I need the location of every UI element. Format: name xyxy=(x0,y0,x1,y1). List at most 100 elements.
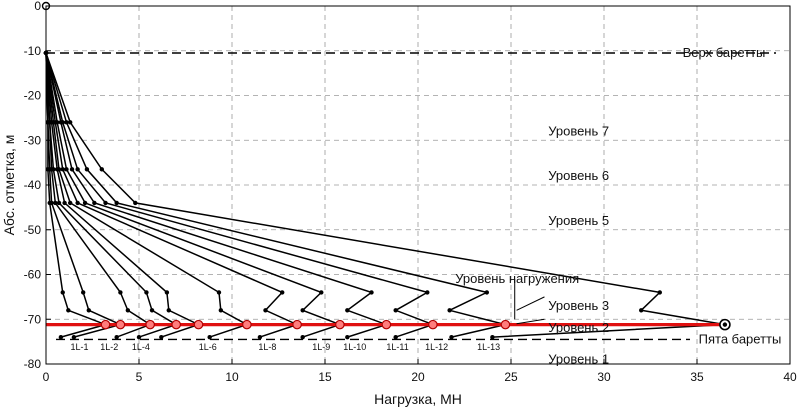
data-point xyxy=(257,334,263,340)
data-point xyxy=(81,290,86,295)
data-point xyxy=(144,290,149,295)
load-step-label: 1L-2 xyxy=(100,342,118,352)
data-point xyxy=(60,290,65,295)
series-line xyxy=(45,52,123,338)
annotation-connector xyxy=(516,318,545,325)
data-point xyxy=(300,334,305,340)
highlight-point xyxy=(171,319,181,330)
reference-lines xyxy=(46,52,776,341)
y-tick-label: -50 xyxy=(24,223,42,237)
highlight-point xyxy=(115,319,126,330)
series-line xyxy=(45,52,506,338)
data-point xyxy=(67,120,73,125)
data-point xyxy=(263,308,268,313)
data-point xyxy=(51,167,56,172)
data-point xyxy=(56,200,62,206)
y-tick-label: -10 xyxy=(24,44,42,58)
load-step-label: 1L-1 xyxy=(70,342,88,352)
level-label: Уровень 5 xyxy=(548,213,609,228)
data-point xyxy=(300,308,305,313)
data-point xyxy=(490,334,495,340)
x-tick-label: 5 xyxy=(136,370,143,384)
y-tick-label: -60 xyxy=(24,268,42,282)
load-step-label: 1L-12 xyxy=(425,342,448,352)
highlight-point xyxy=(100,319,111,330)
level-label: Уровень 7 xyxy=(548,123,609,138)
data-point xyxy=(71,334,77,340)
data-point xyxy=(207,334,212,340)
series-line xyxy=(45,52,726,338)
level-label: Уровень нагружения xyxy=(455,271,579,286)
data-point xyxy=(133,200,138,206)
data-point xyxy=(393,308,398,313)
data-point xyxy=(118,290,123,295)
data-point xyxy=(60,120,65,125)
x-tick-label: 10 xyxy=(225,370,239,384)
y-tick-label: 0 xyxy=(34,0,41,13)
data-point xyxy=(218,308,224,313)
data-point xyxy=(149,308,155,313)
load-step-label: 1L-10 xyxy=(343,342,366,352)
data-point xyxy=(449,334,454,340)
load-step-label: 1L-6 xyxy=(199,342,217,352)
data-point xyxy=(425,290,430,295)
y-tick-label: -80 xyxy=(24,357,42,371)
x-tick-label: 35 xyxy=(690,370,704,384)
highlight-point xyxy=(428,319,438,330)
axis-ticks: 0 5 10 15 20 25 30 35 40 0 -10 -20 -30 -40 -50 -60 -70 -8… xyxy=(24,0,797,384)
series-line xyxy=(45,52,436,338)
data-point xyxy=(216,290,222,295)
annotation-connector xyxy=(516,296,545,311)
series-line xyxy=(45,52,249,338)
data-point xyxy=(639,308,644,313)
data-point xyxy=(393,334,398,340)
x-tick-label: 0 xyxy=(43,370,50,384)
data-point xyxy=(69,167,75,172)
data-point xyxy=(54,120,60,125)
data-point xyxy=(159,334,164,340)
load-step-label: 1L-11 xyxy=(386,342,408,352)
data-point xyxy=(103,200,108,206)
highlight-point xyxy=(381,319,392,330)
data-point xyxy=(75,167,80,172)
data-point xyxy=(49,200,54,206)
data-point xyxy=(114,200,119,206)
x-tick-label: 20 xyxy=(411,370,425,384)
level-label: Уровень 3 xyxy=(548,298,609,313)
reference-label: Пята баретты xyxy=(699,331,782,346)
data-point xyxy=(53,200,58,206)
level-label: Уровень 1 xyxy=(548,352,609,367)
data-point xyxy=(86,308,91,313)
x-tick-label: 40 xyxy=(783,370,797,384)
data-point xyxy=(84,167,90,172)
data-point xyxy=(75,200,80,206)
data-point xyxy=(56,167,62,172)
series-line xyxy=(45,52,389,338)
data-point xyxy=(125,308,131,313)
y-tick-label: -40 xyxy=(24,178,42,192)
data-point xyxy=(62,200,67,206)
load-step-label: 1L-13 xyxy=(477,342,500,352)
data-point xyxy=(319,290,324,295)
level-label: Уровень 2 xyxy=(548,320,609,335)
load-step-label: 1L-8 xyxy=(258,342,276,352)
x-tick-label: 25 xyxy=(504,370,518,384)
y-tick-label: -30 xyxy=(24,133,42,147)
series-line xyxy=(45,52,343,338)
y-axis-title: Абс. отметка, м xyxy=(1,135,17,236)
data-point xyxy=(136,334,142,340)
data-point xyxy=(164,290,170,295)
highlight-point xyxy=(242,319,252,330)
series-line xyxy=(45,52,300,338)
data-point xyxy=(369,290,374,295)
load-step-label: 1L-4 xyxy=(132,342,150,352)
highlight-point xyxy=(500,319,511,330)
reference-label: Верх баретты xyxy=(683,45,766,60)
data-point xyxy=(64,167,69,172)
data-point xyxy=(67,200,73,206)
data-point xyxy=(345,334,350,340)
y-tick-label: -20 xyxy=(24,89,42,103)
data-point xyxy=(657,290,662,295)
data-markers xyxy=(41,1,731,340)
